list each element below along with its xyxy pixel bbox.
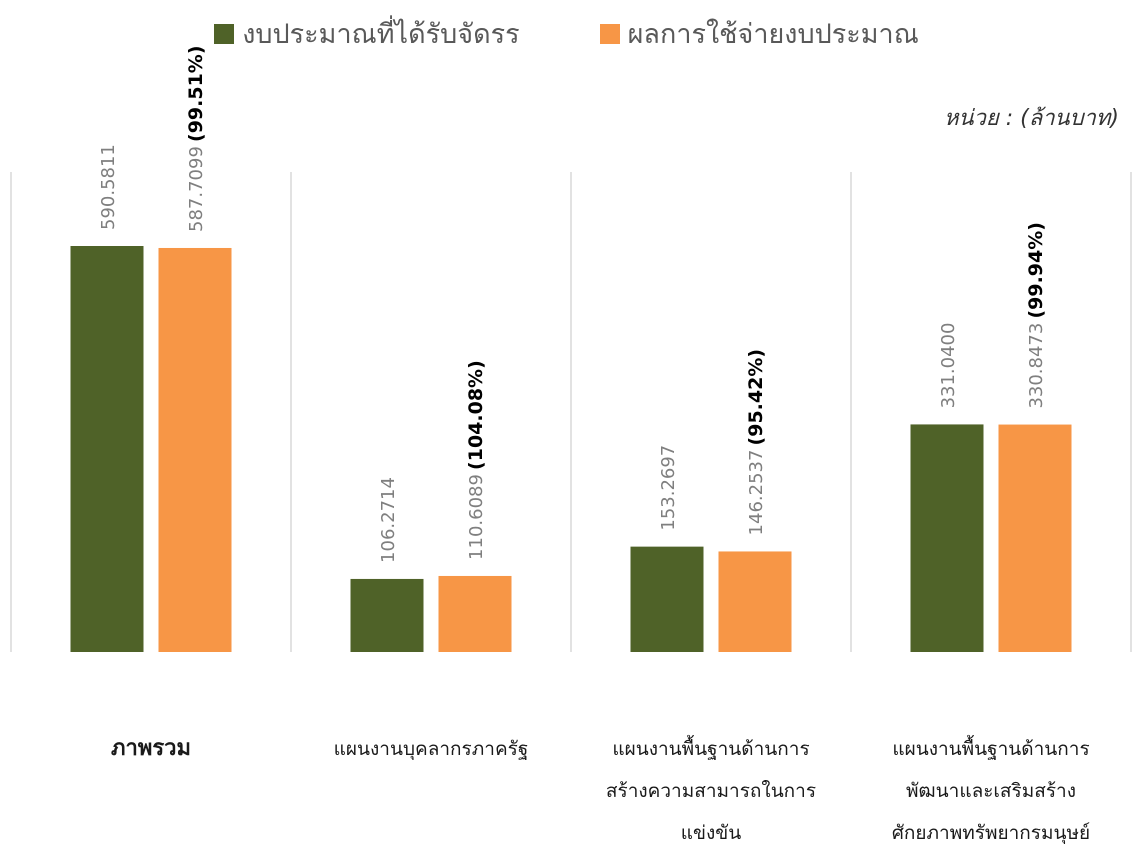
unit-label: หน่วย : (ล้านบาท) (943, 106, 1119, 131)
bar-spending (158, 247, 232, 653)
bar-spending (438, 575, 512, 652)
category-label: ภาพรวม (26, 728, 276, 770)
category-label-line: แผนงานพื้นฐานด้านการ (892, 738, 1090, 760)
category-label-line: แผนงานพื้นฐานด้านการ (612, 738, 810, 760)
category-label-line: พัฒนาและเสริมสร้าง (905, 780, 1076, 802)
bar-budget (910, 424, 984, 652)
data-label: 146.2537 (746, 450, 767, 536)
legend-label-spending: ผลการใช้จ่ายงบประมาณ (627, 19, 919, 50)
data-label: 330.8473 (1026, 323, 1047, 409)
percent-label: (99.94%) (1025, 222, 1047, 319)
category-label-line: แข่งขัน (680, 822, 742, 844)
category-label-line: ภาพรวม (110, 736, 192, 761)
data-label: 153.2697 (658, 445, 679, 531)
data-label: 587.7099 (186, 146, 207, 232)
category-label: แผนงานพื้นฐานด้านการสร้างความสามารถในการ… (586, 728, 836, 854)
bar-spending (998, 424, 1072, 652)
data-label: 331.0400 (938, 323, 959, 409)
bar-spending (718, 551, 792, 652)
legend-label-budget: งบประมาณที่ได้รับจัดรร (242, 19, 520, 50)
category-label-line: ศักยภาพทรัพยากรมนุษย์ (891, 822, 1091, 844)
legend-item-budget: งบประมาณที่ได้รับจัดรร (214, 12, 520, 55)
category-label: แผนงานพื้นฐานด้านการพัฒนาและเสริมสร้างศั… (866, 728, 1116, 854)
bar-budget (630, 546, 704, 652)
category-label-line: สร้างความสามารถในการ (605, 780, 817, 802)
legend-swatch-budget (214, 23, 235, 44)
percent-label: (95.42%) (745, 349, 767, 446)
data-label: 110.6089 (466, 474, 487, 560)
bar-budget (350, 578, 424, 652)
category-label: แผนงานบุคลากรภาครัฐ (306, 728, 556, 770)
legend-item-spending: ผลการใช้จ่ายงบประมาณ (599, 12, 919, 55)
percent-label: (104.08%) (465, 360, 487, 470)
chart-legend: งบประมาณที่ได้รับจัดรร ผลการใช้จ่ายงบประ… (0, 12, 1133, 55)
percent-label: (99.51%) (185, 45, 207, 142)
category-label-line: แผนงานบุคลากรภาครัฐ (333, 738, 529, 760)
legend-swatch-spending (599, 23, 620, 44)
data-label: 590.5811 (98, 144, 119, 230)
bar-budget (70, 246, 144, 652)
data-label: 106.2714 (378, 477, 399, 563)
